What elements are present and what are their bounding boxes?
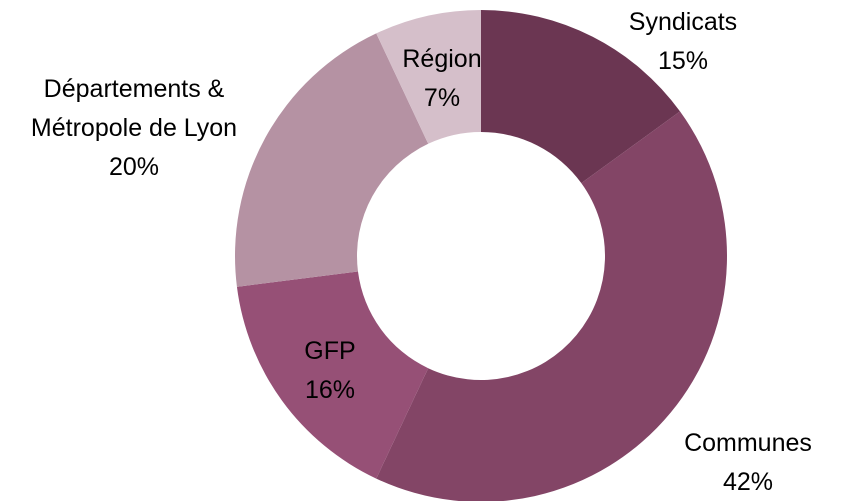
slice-value: 20% (108, 153, 160, 181)
slice-value: 16% (304, 376, 356, 404)
slice-value: 42% (722, 468, 774, 496)
slice-label: Départements & Métropole de Lyon 20% (18, 70, 250, 187)
slice-name: Départements & Métropole de Lyon (30, 75, 238, 142)
slice-name: Région (402, 45, 482, 73)
donut-slice (236, 271, 429, 479)
donut-slice (376, 10, 481, 144)
donut-slice (376, 111, 727, 501)
slice-label: Communes 42% (648, 424, 848, 501)
donut-slice (481, 10, 681, 184)
slice-value: 7% (423, 84, 461, 112)
slice-label: GFP 16% (255, 332, 405, 410)
donut-slice (234, 33, 429, 287)
slice-label: Syndicats 15% (583, 3, 783, 81)
slice-name: Syndicats (628, 8, 738, 36)
slice-value: 15% (657, 47, 709, 75)
slice-name: GFP (304, 337, 356, 365)
slice-name: Communes (684, 429, 812, 457)
slice-label: Région 7% (367, 40, 517, 118)
